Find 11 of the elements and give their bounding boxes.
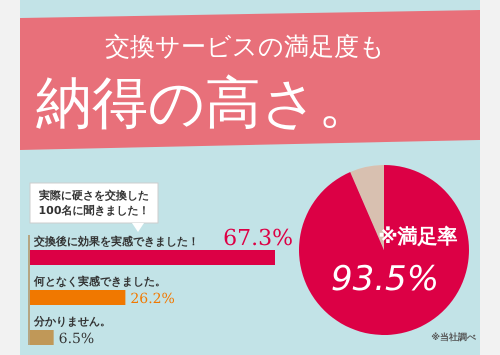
- data-label: 67.3%: [223, 226, 293, 251]
- y-tick-label: 何となく実感できました。: [33, 275, 166, 288]
- chart-title: 交換サービスの満足度も: [105, 32, 385, 61]
- y-tick-label: 分かりません。: [33, 315, 111, 328]
- text: 実際に硬さを交換した 100名に聞きました！: [38, 189, 150, 217]
- data-label: 26.2%: [130, 291, 175, 307]
- text: ※当社調べ: [431, 332, 477, 343]
- data-label: 93.5%: [330, 259, 440, 299]
- y-tick-label: 交換後に効果を実感できました！: [33, 235, 199, 248]
- data-label: 6.5%: [58, 331, 94, 347]
- chart-subtitle: 納得の高さ。: [36, 71, 374, 136]
